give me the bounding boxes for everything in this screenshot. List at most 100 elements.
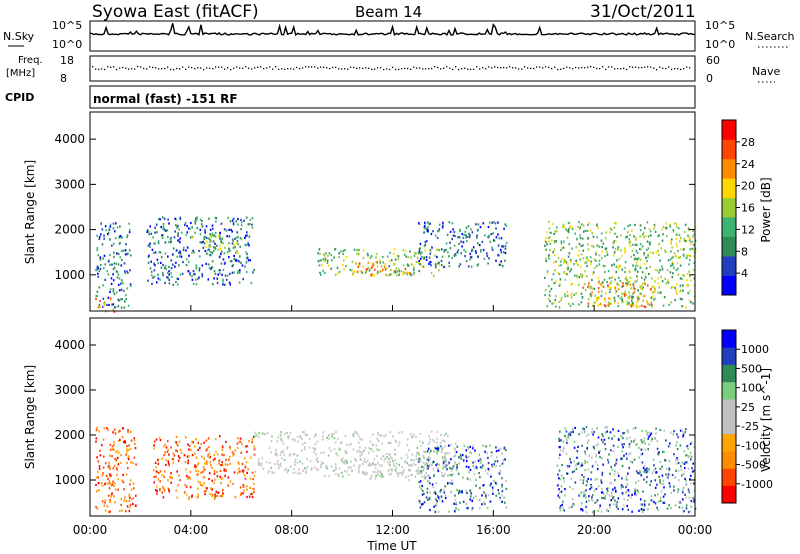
- heatmap-cell: [460, 240, 462, 243]
- heatmap-cell: [407, 474, 410, 477]
- heatmap-cell: [407, 264, 409, 267]
- heatmap-cell: [568, 465, 571, 468]
- heatmap-cell: [109, 254, 111, 257]
- heatmap-cell: [593, 446, 595, 449]
- freq-dot: [530, 67, 532, 70]
- heatmap-cell: [504, 245, 507, 248]
- heatmap-cell: [208, 446, 210, 449]
- heatmap-cell: [276, 462, 279, 465]
- heatmap-cell: [335, 463, 337, 466]
- heatmap-cell: [224, 463, 227, 466]
- heatmap-cell: [604, 495, 607, 498]
- heatmap-cell: [545, 241, 547, 244]
- heatmap-cell: [366, 472, 368, 475]
- heatmap-cell: [109, 288, 112, 291]
- heatmap-cell: [662, 304, 665, 307]
- freq-dot: [578, 67, 580, 69]
- heatmap-cell: [232, 239, 234, 242]
- heatmap-cell: [237, 271, 239, 275]
- heatmap-cell: [229, 272, 231, 275]
- freq-dot: [368, 67, 370, 69]
- heatmap-cell: [202, 468, 205, 471]
- heatmap-cell: [385, 452, 388, 456]
- heatmap-cell: [609, 227, 611, 230]
- heatmap-cell: [646, 432, 649, 435]
- heatmap-cell: [172, 452, 175, 455]
- heatmap-cell: [448, 255, 450, 258]
- heatmap-cell: [187, 270, 190, 273]
- heatmap-cell: [234, 246, 236, 249]
- heatmap-cell: [451, 237, 453, 241]
- freq-panel: [89, 55, 696, 82]
- heatmap-cell: [591, 456, 593, 459]
- heatmap-cell: [623, 431, 626, 435]
- heatmap-cell: [626, 279, 629, 282]
- heatmap-cell: [546, 305, 548, 308]
- heatmap-cell: [175, 435, 178, 439]
- heatmap-cell: [592, 235, 595, 238]
- heatmap-cell: [216, 491, 219, 494]
- heatmap-cell: [417, 466, 420, 470]
- heatmap-cell: [249, 477, 252, 480]
- heatmap-cell: [162, 222, 165, 226]
- heatmap-cell: [443, 250, 446, 253]
- heatmap-cell: [386, 255, 389, 258]
- heatmap-cell: [580, 244, 583, 248]
- heatmap-cell: [548, 240, 550, 243]
- heatmap-cell: [316, 457, 318, 460]
- heatmap-cell: [199, 218, 202, 221]
- freq-dot: [284, 68, 286, 70]
- heatmap-cell: [124, 294, 127, 297]
- heatmap-cell: [617, 246, 619, 249]
- heatmap-cell: [230, 228, 232, 231]
- heatmap-cell: [97, 460, 100, 463]
- heatmap-cell: [436, 430, 439, 433]
- heatmap-cell: [553, 302, 555, 305]
- heatmap-cell: [233, 258, 236, 261]
- heatmap-cell: [97, 470, 99, 473]
- heatmap-cell: [461, 232, 464, 236]
- heatmap-cell: [635, 494, 638, 497]
- heatmap-cell: [377, 433, 380, 436]
- heatmap-cell: [195, 266, 198, 269]
- heatmap-cell: [610, 481, 613, 484]
- heatmap-cell: [454, 454, 457, 457]
- heatmap-cell: [438, 463, 440, 466]
- heatmap-cell: [159, 470, 162, 473]
- heatmap-cell: [378, 259, 381, 262]
- heatmap-cell: [495, 464, 497, 467]
- heatmap-cell: [456, 251, 459, 254]
- heatmap-cell: [245, 261, 248, 264]
- heatmap-cell: [587, 237, 590, 240]
- heatmap-cell: [229, 249, 231, 252]
- heatmap-cell: [675, 462, 678, 465]
- heatmap-cell: [677, 267, 679, 270]
- heatmap-cell: [470, 255, 472, 259]
- heatmap-cell: [629, 234, 631, 237]
- nsearch-tick-top: 10^5: [705, 19, 735, 32]
- heatmap-cell: [489, 484, 492, 487]
- heatmap-cell: [392, 435, 394, 438]
- heatmap-cell: [467, 506, 469, 510]
- freq-dot: [482, 67, 484, 69]
- heatmap-cell: [219, 272, 221, 275]
- heatmap-cell: [423, 501, 426, 504]
- heatmap-cell: [429, 508, 431, 512]
- heatmap-cell: [587, 468, 590, 471]
- heatmap-cell: [98, 269, 101, 273]
- heatmap-cell: [575, 246, 578, 249]
- heatmap-cell: [607, 461, 610, 464]
- heatmap-cell: [665, 473, 667, 476]
- heatmap-cell: [251, 226, 254, 229]
- heatmap-cell: [180, 231, 183, 234]
- heatmap-cell: [424, 477, 426, 480]
- heatmap-cell: [458, 242, 460, 245]
- heatmap-cell: [623, 454, 625, 457]
- heatmap-cell: [454, 462, 457, 465]
- heatmap-cell: [595, 453, 598, 456]
- heatmap-cell: [356, 450, 358, 453]
- heatmap-cell: [167, 462, 170, 465]
- heatmap-cell: [693, 233, 695, 236]
- heatmap-cell: [221, 494, 224, 497]
